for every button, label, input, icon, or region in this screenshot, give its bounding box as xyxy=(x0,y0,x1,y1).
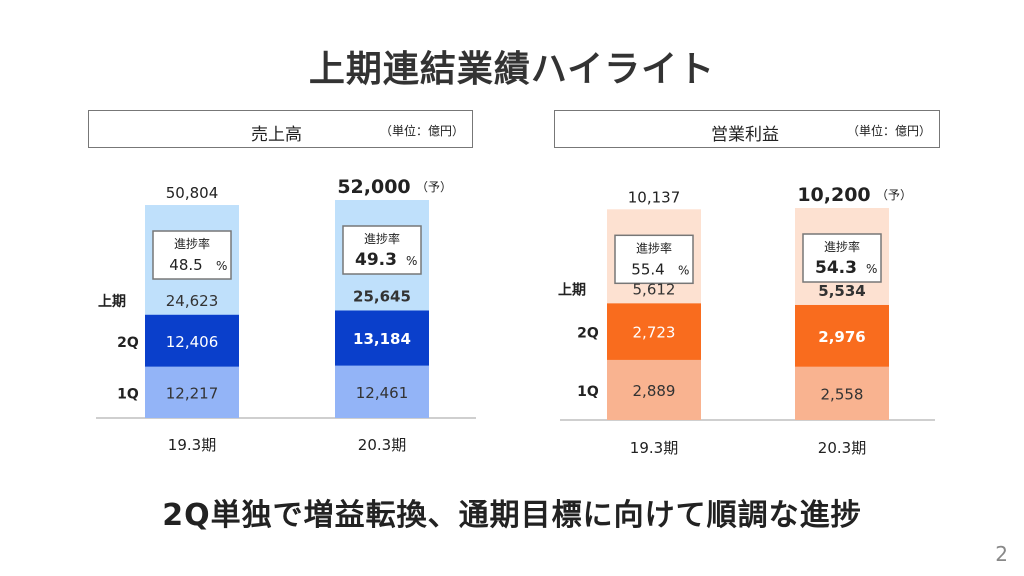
profit-label-1q-1: 2,558 xyxy=(821,385,864,403)
sales-label-1q-1: 12,461 xyxy=(356,384,409,402)
profit-label-full-0: 10,137 xyxy=(628,188,681,206)
sales-progress-unit-1: % xyxy=(406,254,417,268)
page-title: 上期連結業績ハイライト xyxy=(308,49,716,90)
profit-forecast-mark-1: （予） xyxy=(876,188,912,202)
profit-unit-label: （単位：億円） xyxy=(846,124,931,138)
sales-bar-1q-1 xyxy=(335,365,429,418)
profit-label-full-1: 10,200 xyxy=(797,184,870,206)
profit-row-label-2q: 2Q xyxy=(577,326,599,342)
sales-progress-value-1: 49.3 xyxy=(355,250,397,270)
page-number: 2 xyxy=(995,542,1008,566)
profit-bar-1q-0 xyxy=(607,359,701,420)
profit-label-2q-1: 2,976 xyxy=(818,328,865,346)
sales-label-1q-0: 12,217 xyxy=(166,384,219,402)
sales-row-label-1q: 1Q xyxy=(117,386,139,402)
sales-label-h1-0: 24,623 xyxy=(166,292,219,310)
profit-progress-label-1: 進捗率 xyxy=(824,239,860,254)
profit-panel-header: 営業利益 （単位：億円） xyxy=(554,110,940,148)
sales-unit-label: （単位：億円） xyxy=(379,124,464,138)
conclusion-text: 2Q単独で増益転換、通期目標に向けて順調な進捗 xyxy=(162,498,862,533)
profit-bar-1q-1 xyxy=(795,366,889,420)
profit-label-h1-1: 5,534 xyxy=(818,282,865,300)
profit-label-h1-0: 5,612 xyxy=(633,280,676,298)
sales-bar-2q-0 xyxy=(145,314,239,367)
sales-bar-2q-1 xyxy=(335,310,429,366)
profit-category-0: 19.3期 xyxy=(630,439,678,457)
profit-progress-unit-1: % xyxy=(866,262,877,276)
sales-panel-title: 売上高 xyxy=(251,125,302,145)
profit-bar-2q-0 xyxy=(607,303,701,360)
sales-category-0: 19.3期 xyxy=(168,436,216,454)
sales-progress-box-1 xyxy=(342,225,422,275)
sales-progress-label-0: 進捗率 xyxy=(174,236,210,251)
profit-progress-label-0: 進捗率 xyxy=(636,240,672,255)
profit-progress-value-0: 55.4 xyxy=(631,260,664,278)
profit-label-2q-0: 2,723 xyxy=(633,324,676,342)
profit-row-label-1q: 1Q xyxy=(577,384,599,400)
profit-progress-box-0 xyxy=(614,234,694,285)
sales-label-full-0: 50,804 xyxy=(166,184,219,202)
profit-label-1q-0: 2,889 xyxy=(633,382,676,400)
profit-row-label-h1: 上期 xyxy=(558,282,586,298)
sales-row-label-2q: 2Q xyxy=(117,335,139,351)
profit-category-1: 20.3期 xyxy=(818,439,866,457)
sales-label-2q-1: 13,184 xyxy=(353,330,411,348)
sales-progress-value-0: 48.5 xyxy=(169,256,202,274)
sales-label-full-1: 52,000 xyxy=(337,176,410,198)
sales-row-label-h1: 上期 xyxy=(98,294,126,310)
sales-progress-box-0 xyxy=(152,230,232,280)
sales-progress-label-1: 進捗率 xyxy=(364,231,400,246)
sales-panel-header: 売上高 （単位：億円） xyxy=(88,110,473,148)
profit-progress-value-1: 54.3 xyxy=(815,258,857,278)
sales-label-h1-1: 25,645 xyxy=(353,287,411,305)
profit-progress-box-1 xyxy=(802,233,882,283)
profit-panel-title: 営業利益 xyxy=(711,125,779,145)
sales-category-1: 20.3期 xyxy=(358,436,406,454)
profit-progress-unit-0: % xyxy=(678,263,689,277)
sales-label-2q-0: 12,406 xyxy=(166,333,219,351)
profit-bar-2q-1 xyxy=(795,304,889,367)
sales-forecast-mark-1: （予） xyxy=(416,180,452,194)
sales-bar-1q-0 xyxy=(145,366,239,418)
sales-progress-unit-0: % xyxy=(216,259,227,273)
